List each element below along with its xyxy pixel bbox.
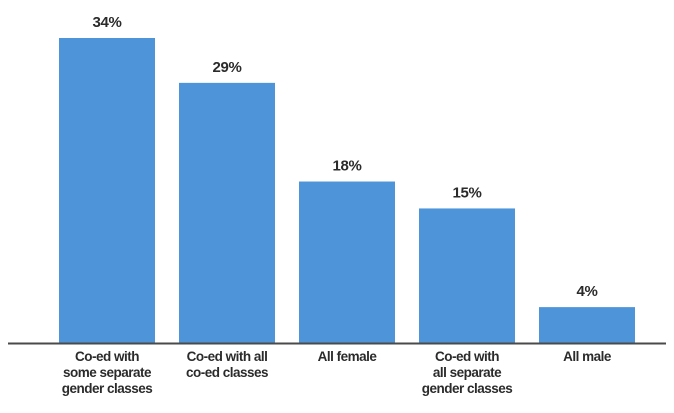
- category-label-line: co-ed classes: [186, 365, 268, 380]
- category-label-line: All male: [563, 349, 612, 364]
- category-label-0: Co-ed with some separate gender classes: [62, 349, 153, 396]
- category-label-3: Co-ed with all separate gender classes: [422, 349, 513, 396]
- category-label-2: All female: [318, 349, 378, 364]
- category-labels-group: Co-ed with some separate gender classesCo-…: [62, 349, 613, 396]
- value-label-3: 15%: [452, 184, 481, 201]
- value-label-2: 18%: [332, 158, 361, 175]
- bar-2: [299, 181, 395, 343]
- value-labels-group: 34% 29% 18% 15% 4%: [92, 14, 597, 300]
- category-label-1: Co-ed with all co-ed classes: [186, 349, 268, 380]
- bars-group: [59, 38, 635, 344]
- category-label-line: Co-ed with: [435, 349, 499, 364]
- value-label-1: 29%: [212, 59, 241, 76]
- bar-3: [419, 208, 515, 343]
- category-label-line: Co-ed with all: [187, 349, 268, 364]
- bar-1: [179, 82, 275, 344]
- category-label-line: some separate: [63, 365, 152, 380]
- category-label-line: Co-ed with: [75, 349, 139, 364]
- bar-4: [539, 307, 635, 343]
- value-label-0: 34%: [92, 14, 121, 31]
- category-label-line: all separate: [433, 365, 502, 380]
- bar-0: [59, 38, 155, 343]
- category-label-4: All male: [563, 349, 612, 364]
- category-label-line: All female: [318, 349, 378, 364]
- category-label-line: gender classes: [62, 381, 153, 396]
- category-label-line: gender classes: [422, 381, 513, 396]
- value-label-4: 4%: [576, 283, 597, 300]
